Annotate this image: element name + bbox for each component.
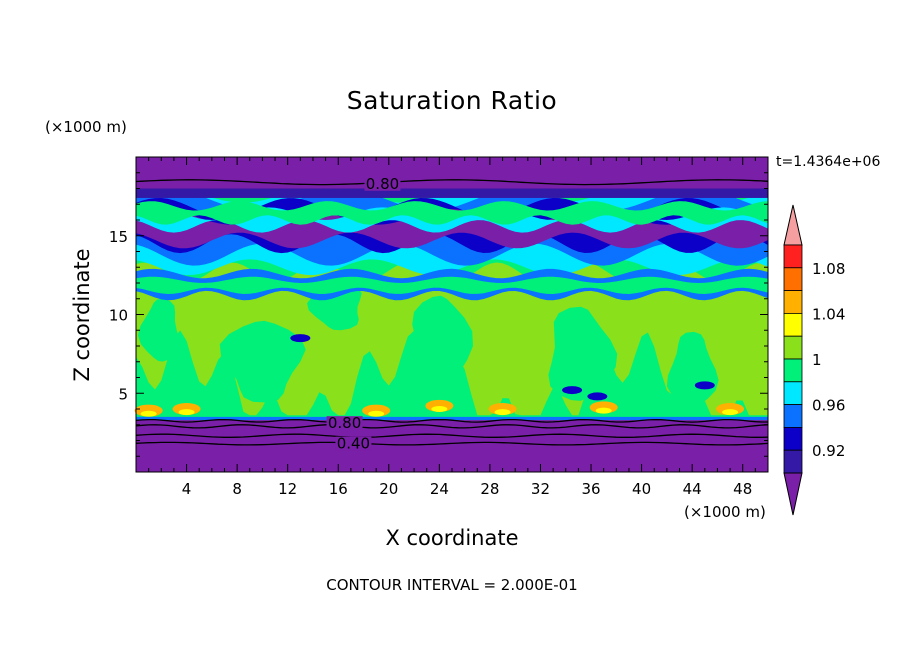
colorbar-label: 0.92 (812, 442, 845, 460)
contour-label: 0.80 (328, 414, 361, 432)
green-patch (548, 306, 618, 401)
colorbar-segment (783, 312, 803, 337)
x-tick-label: 36 (581, 480, 600, 498)
x-tick-label: 48 (733, 480, 752, 498)
contour-label: 0.80 (366, 175, 399, 193)
green-strip (136, 201, 768, 225)
colorbar-segment (783, 404, 803, 428)
y-tick-label: 15 (109, 228, 128, 246)
contour-field (134, 157, 768, 472)
dry-spot (587, 392, 608, 401)
x-axis-units: (×1000 m) (684, 503, 766, 521)
contour-label: 0.40 (337, 435, 370, 453)
warm-spot-core (368, 410, 385, 417)
contour-line-upper (135, 179, 769, 186)
green-patch (219, 320, 306, 403)
x-axis-ticks: 4 8 12 16 20 24 28 32 36 40 44 48 (148, 157, 756, 498)
x-tick-label: 16 (329, 480, 348, 498)
warm-spot-core (494, 409, 511, 416)
contour-label-bg (326, 416, 363, 431)
colorbar-segment (783, 358, 803, 383)
upper-transition (136, 188, 768, 198)
upper-dry-layer (136, 157, 768, 191)
colorbar-label: 0.96 (812, 397, 845, 415)
y-tick-label: 5 (118, 385, 128, 403)
contour-label-bg (364, 176, 401, 191)
colorbar-top-arrow (783, 204, 803, 246)
green-patch (412, 295, 473, 397)
colorbar-segment (783, 290, 803, 314)
colorbar-segment (783, 335, 803, 360)
warm-spot-core (722, 409, 739, 416)
colorbar-segment (783, 426, 803, 451)
colorbar-segment (783, 244, 803, 269)
x-tick-label: 28 (480, 480, 499, 498)
contour-line-surface (135, 418, 768, 423)
dry-spot (290, 334, 311, 343)
dry-spot (694, 381, 715, 390)
lower-transition (136, 416, 768, 421)
colorbar-label: 1 (812, 351, 822, 369)
green-patch (138, 298, 181, 362)
warm-spot-core (431, 406, 448, 412)
x-tick-label: 40 (632, 480, 651, 498)
colorbar-segment (783, 449, 803, 474)
colorbar-segment (783, 267, 803, 291)
y-tick-label: 10 (109, 307, 128, 325)
x-tick-label: 44 (683, 480, 702, 498)
colorbar-segment (783, 381, 803, 405)
contour-interval-note: CONTOUR INTERVAL = 2.000E-01 (326, 576, 578, 594)
contour-lines: 0.80 0.80 0.40 (135, 175, 769, 453)
warm-spot-core (178, 409, 195, 416)
x-tick-label: 12 (278, 480, 297, 498)
warm-spot-core (140, 410, 157, 417)
contour-line-low (135, 433, 769, 438)
y-axis-ticks: 5 10 15 (109, 172, 768, 457)
contour-label-bg (335, 436, 372, 451)
x-tick-label: 4 (182, 480, 192, 498)
colorbar-label: 1.08 (812, 260, 845, 278)
contour-line-low (135, 441, 769, 446)
x-tick-label: 20 (379, 480, 398, 498)
colorbar-bottom-arrow (783, 472, 803, 516)
x-axis-label: X coordinate (385, 526, 519, 550)
dry-spot (562, 386, 583, 395)
x-tick-label: 8 (232, 480, 242, 498)
x-tick-label: 24 (430, 480, 449, 498)
y-axis-units: (×1000 m) (45, 118, 127, 136)
colorbar-label: 1.04 (812, 305, 845, 323)
mid-green-band (136, 276, 768, 294)
colorbar: 0.92 0.96 1 1.04 1.08 (783, 204, 845, 516)
lower-dry-layer (136, 420, 768, 472)
x-tick-label: 32 (531, 480, 550, 498)
contour-line-low (135, 424, 769, 429)
time-label: t=1.4364e+06 (776, 154, 881, 170)
warm-spot-core (595, 407, 612, 414)
chart-title: Saturation Ratio (346, 86, 558, 115)
